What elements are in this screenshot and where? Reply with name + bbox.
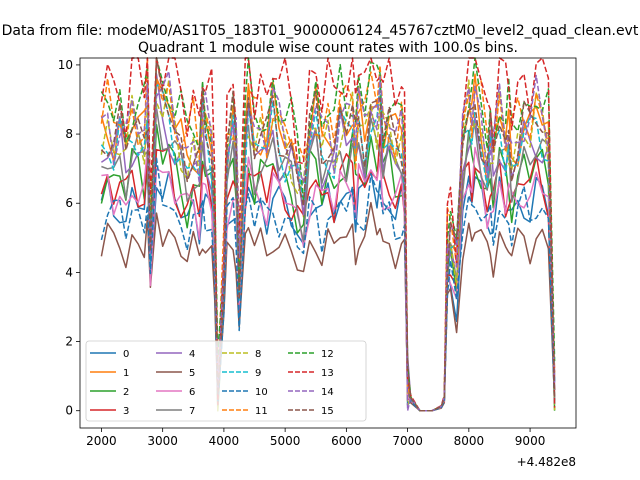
legend-label-7: 7	[189, 406, 195, 417]
y-tick-label: 2	[65, 335, 73, 349]
legend-label-10: 10	[255, 387, 268, 398]
y-axis: 0 2 4 6 8 10	[58, 58, 80, 418]
series-line-14	[100, 70, 556, 412]
legend-label-8: 8	[255, 349, 261, 360]
x-axis-offset-label: +4.482e8	[517, 455, 576, 469]
y-tick-label: 6	[65, 196, 73, 210]
legend-label-6: 6	[189, 387, 195, 398]
legend-label-11: 11	[255, 406, 268, 417]
x-tick-label: 7000	[392, 434, 423, 448]
series-line-15	[100, 57, 556, 412]
x-tick-label: 9000	[515, 434, 546, 448]
legend-label-14: 14	[321, 387, 334, 398]
y-tick-label: 0	[65, 404, 73, 418]
plot-frame	[79, 57, 577, 429]
legend-label-5: 5	[189, 368, 195, 379]
series-line-7	[101, 107, 556, 412]
chart-title: Quadrant 1 module wise count rates with …	[138, 40, 518, 56]
legend-label-9: 9	[255, 368, 261, 379]
legend-frame	[85, 340, 367, 422]
x-tick-label: 4000	[209, 434, 240, 448]
legend-label-4: 4	[189, 349, 195, 360]
legend-label-0: 0	[123, 349, 129, 360]
legend-label-1: 1	[123, 368, 129, 379]
legend-label-3: 3	[123, 406, 129, 417]
series-line-13	[100, 57, 556, 412]
x-tick-label: 6000	[331, 434, 362, 448]
series-line-9	[100, 83, 556, 412]
figure-suptitle: Data from file: modeM0/AS1T05_183T01_900…	[2, 23, 639, 39]
y-tick-label: 10	[58, 58, 73, 72]
series-line-10	[100, 157, 556, 412]
legend-label-13: 13	[321, 368, 334, 379]
legend-label-2: 2	[123, 387, 129, 398]
legend-label-15: 15	[321, 406, 334, 417]
legend-label-12: 12	[321, 349, 334, 360]
series-line-2	[100, 123, 556, 412]
x-tick-label: 2000	[86, 434, 117, 448]
series-line-5	[100, 201, 556, 412]
y-tick-label: 8	[65, 127, 73, 141]
x-tick-label: 5000	[270, 434, 301, 448]
x-tick-label: 3000	[147, 434, 178, 448]
x-tick-label: 8000	[454, 434, 485, 448]
y-tick-label: 4	[65, 265, 73, 279]
x-axis: 2000 3000 4000 5000 6000 7000 8000 9000	[86, 428, 545, 448]
series-layer	[100, 57, 556, 412]
